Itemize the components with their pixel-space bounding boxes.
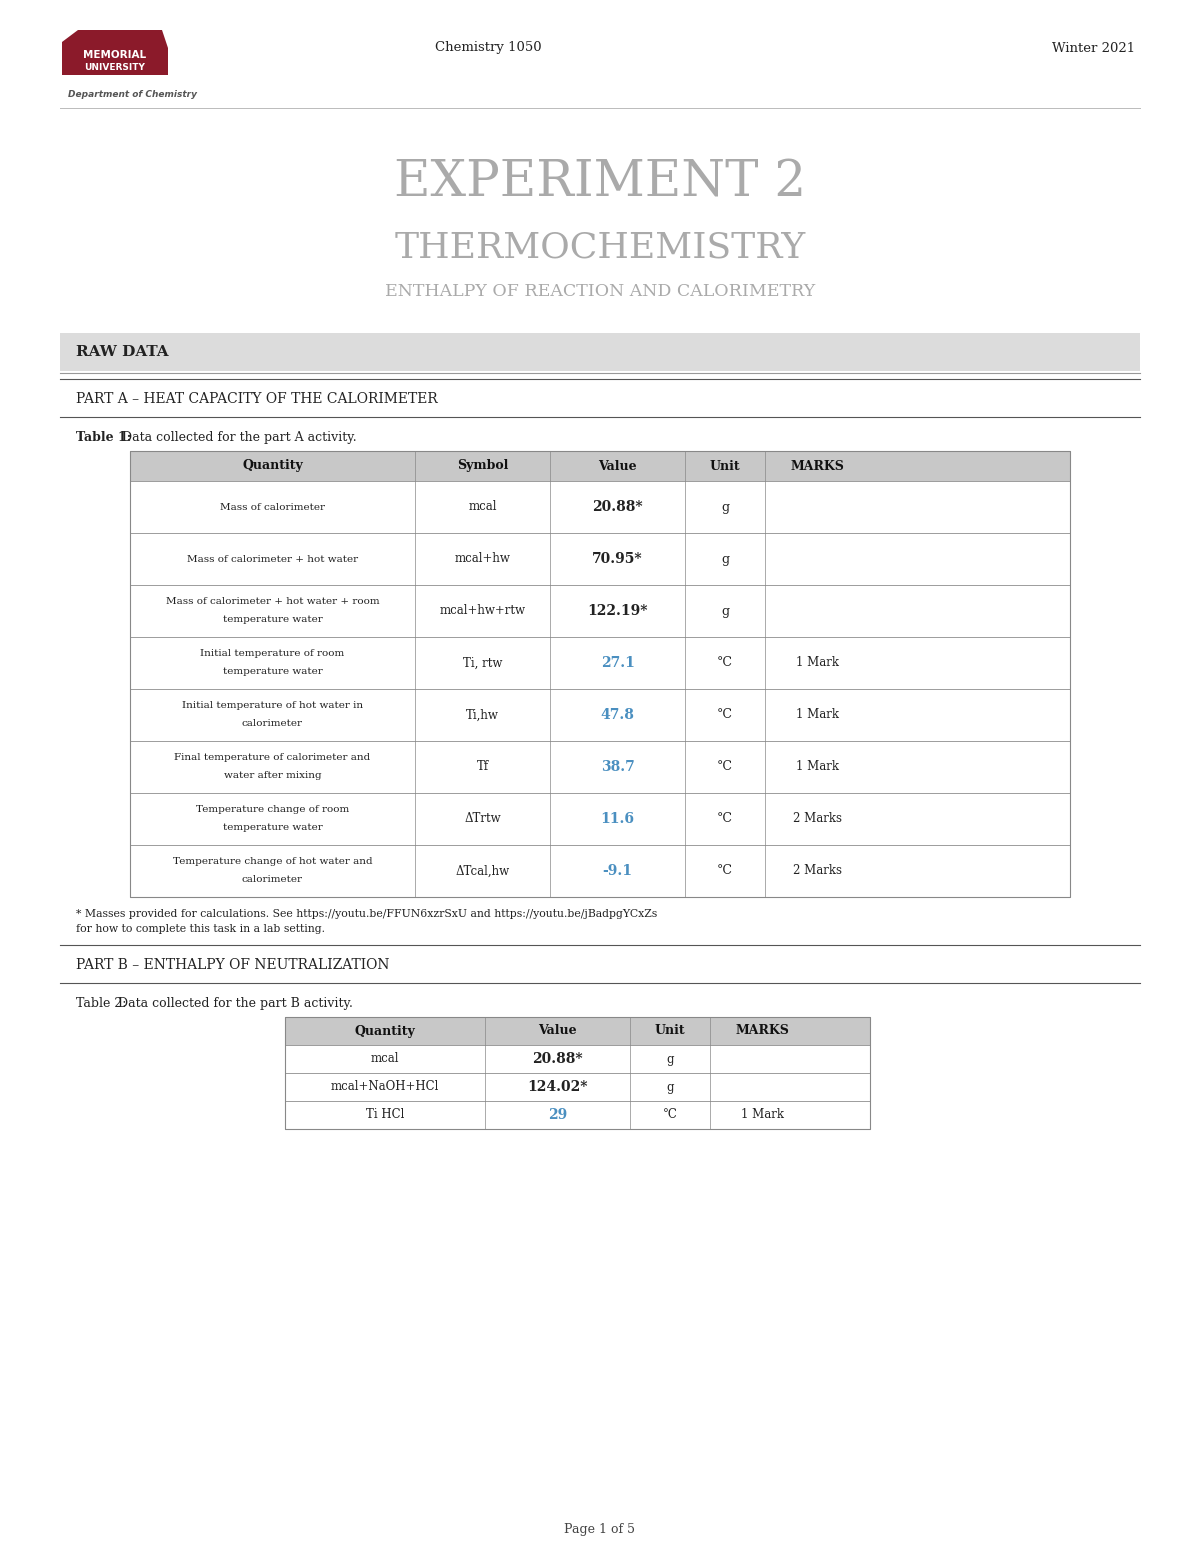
Text: g: g <box>721 500 730 514</box>
Text: temperature water: temperature water <box>223 615 323 624</box>
Text: temperature water: temperature water <box>223 668 323 677</box>
Text: mcal+hw+rtw: mcal+hw+rtw <box>439 604 526 618</box>
Bar <box>286 1045 870 1073</box>
Bar <box>130 690 1070 741</box>
Text: Ti,hw: Ti,hw <box>466 708 499 722</box>
Text: Data collected for the part A activity.: Data collected for the part A activity. <box>122 432 356 444</box>
Text: Quantity: Quantity <box>242 460 302 472</box>
Text: Chemistry 1050: Chemistry 1050 <box>436 42 541 54</box>
Text: RAW DATA: RAW DATA <box>76 345 169 359</box>
Text: Ti, rtw: Ti, rtw <box>463 657 502 669</box>
Bar <box>130 637 1070 690</box>
Text: 1 Mark: 1 Mark <box>796 761 839 773</box>
Text: g: g <box>666 1081 673 1093</box>
Text: ΔTrtw: ΔTrtw <box>464 812 500 826</box>
Bar <box>130 585 1070 637</box>
Text: 1 Mark: 1 Mark <box>796 708 839 722</box>
Text: Value: Value <box>538 1025 577 1037</box>
Text: Final temperature of calorimeter and: Final temperature of calorimeter and <box>174 753 371 763</box>
Text: Symbol: Symbol <box>457 460 508 472</box>
Bar <box>60 332 1140 371</box>
Bar <box>286 1017 870 1045</box>
Bar <box>130 794 1070 845</box>
Text: mcal: mcal <box>468 500 497 514</box>
Text: 2 Marks: 2 Marks <box>793 812 842 826</box>
Text: mcal: mcal <box>371 1053 400 1065</box>
Text: Unit: Unit <box>655 1025 685 1037</box>
Text: PART A – HEAT CAPACITY OF THE CALORIMETER: PART A – HEAT CAPACITY OF THE CALORIMETE… <box>76 391 438 405</box>
Bar <box>130 481 1070 533</box>
Text: calorimeter: calorimeter <box>242 876 302 885</box>
Text: MARKS: MARKS <box>791 460 845 472</box>
Text: °C: °C <box>718 812 733 826</box>
Text: °C: °C <box>718 761 733 773</box>
Text: Table 1:: Table 1: <box>76 432 131 444</box>
Text: Mass of calorimeter + hot water + room: Mass of calorimeter + hot water + room <box>166 598 379 607</box>
Text: MEMORIAL: MEMORIAL <box>84 50 146 61</box>
Text: Temperature change of hot water and: Temperature change of hot water and <box>173 857 372 867</box>
Text: Table 2:: Table 2: <box>76 997 126 1009</box>
Bar <box>130 845 1070 898</box>
Text: Unit: Unit <box>709 460 740 472</box>
Text: Data collected for the part B activity.: Data collected for the part B activity. <box>118 997 353 1009</box>
Text: °C: °C <box>718 708 733 722</box>
Bar <box>286 1073 870 1101</box>
Text: 1 Mark: 1 Mark <box>742 1109 784 1121</box>
Text: Tf: Tf <box>476 761 488 773</box>
Text: 20.88*: 20.88* <box>592 500 643 514</box>
Text: Winter 2021: Winter 2021 <box>1052 42 1135 54</box>
Text: 38.7: 38.7 <box>601 759 635 773</box>
Text: MARKS: MARKS <box>736 1025 790 1037</box>
Bar <box>130 450 1070 898</box>
Bar <box>130 450 1070 481</box>
Text: -9.1: -9.1 <box>602 863 632 877</box>
Text: Quantity: Quantity <box>355 1025 415 1037</box>
Text: Mass of calorimeter: Mass of calorimeter <box>220 503 325 511</box>
Text: mcal+hw: mcal+hw <box>455 553 510 565</box>
Text: 2 Marks: 2 Marks <box>793 865 842 877</box>
Text: °C: °C <box>662 1109 678 1121</box>
Text: Department of Chemistry: Department of Chemistry <box>68 90 197 99</box>
Text: THERMOCHEMISTRY: THERMOCHEMISTRY <box>395 230 805 264</box>
Text: °C: °C <box>718 865 733 877</box>
Text: 47.8: 47.8 <box>600 708 635 722</box>
Text: calorimeter: calorimeter <box>242 719 302 728</box>
Text: 1 Mark: 1 Mark <box>796 657 839 669</box>
Text: °C: °C <box>718 657 733 669</box>
Text: PART B – ENTHALPY OF NEUTRALIZATION: PART B – ENTHALPY OF NEUTRALIZATION <box>76 958 390 972</box>
Text: Initial temperature of room: Initial temperature of room <box>200 649 344 658</box>
Text: 70.95*: 70.95* <box>592 551 643 565</box>
Text: for how to complete this task in a lab setting.: for how to complete this task in a lab s… <box>76 924 325 933</box>
Text: 27.1: 27.1 <box>600 655 635 669</box>
Text: mcal+NaOH+HCl: mcal+NaOH+HCl <box>331 1081 439 1093</box>
Bar <box>286 1017 870 1129</box>
Text: 29: 29 <box>548 1107 568 1121</box>
Text: g: g <box>721 604 730 618</box>
Text: Mass of calorimeter + hot water: Mass of calorimeter + hot water <box>187 554 358 564</box>
Text: g: g <box>666 1053 673 1065</box>
Text: g: g <box>721 553 730 565</box>
Text: UNIVERSITY: UNIVERSITY <box>84 62 145 71</box>
Polygon shape <box>62 30 168 75</box>
Text: water after mixing: water after mixing <box>223 772 322 781</box>
Text: Initial temperature of hot water in: Initial temperature of hot water in <box>182 702 364 711</box>
Text: 122.19*: 122.19* <box>587 604 648 618</box>
Text: 11.6: 11.6 <box>600 812 635 826</box>
Text: ENTHALPY OF REACTION AND CALORIMETRY: ENTHALPY OF REACTION AND CALORIMETRY <box>385 284 815 300</box>
Text: 124.02*: 124.02* <box>527 1079 588 1093</box>
Bar <box>130 741 1070 794</box>
Text: 20.88*: 20.88* <box>532 1051 583 1065</box>
Text: Page 1 of 5: Page 1 of 5 <box>564 1523 636 1536</box>
Text: temperature water: temperature water <box>223 823 323 832</box>
Text: * Masses provided for calculations. See https://youtu.be/FFUN6xzrSxU and https:/: * Masses provided for calculations. See … <box>76 909 658 919</box>
Text: EXPERIMENT 2: EXPERIMENT 2 <box>394 158 806 208</box>
Text: Temperature change of room: Temperature change of room <box>196 806 349 814</box>
Bar <box>286 1101 870 1129</box>
Text: Value: Value <box>598 460 637 472</box>
Text: Ti HCl: Ti HCl <box>366 1109 404 1121</box>
Text: ΔTcal,hw: ΔTcal,hw <box>456 865 510 877</box>
Bar <box>130 533 1070 585</box>
